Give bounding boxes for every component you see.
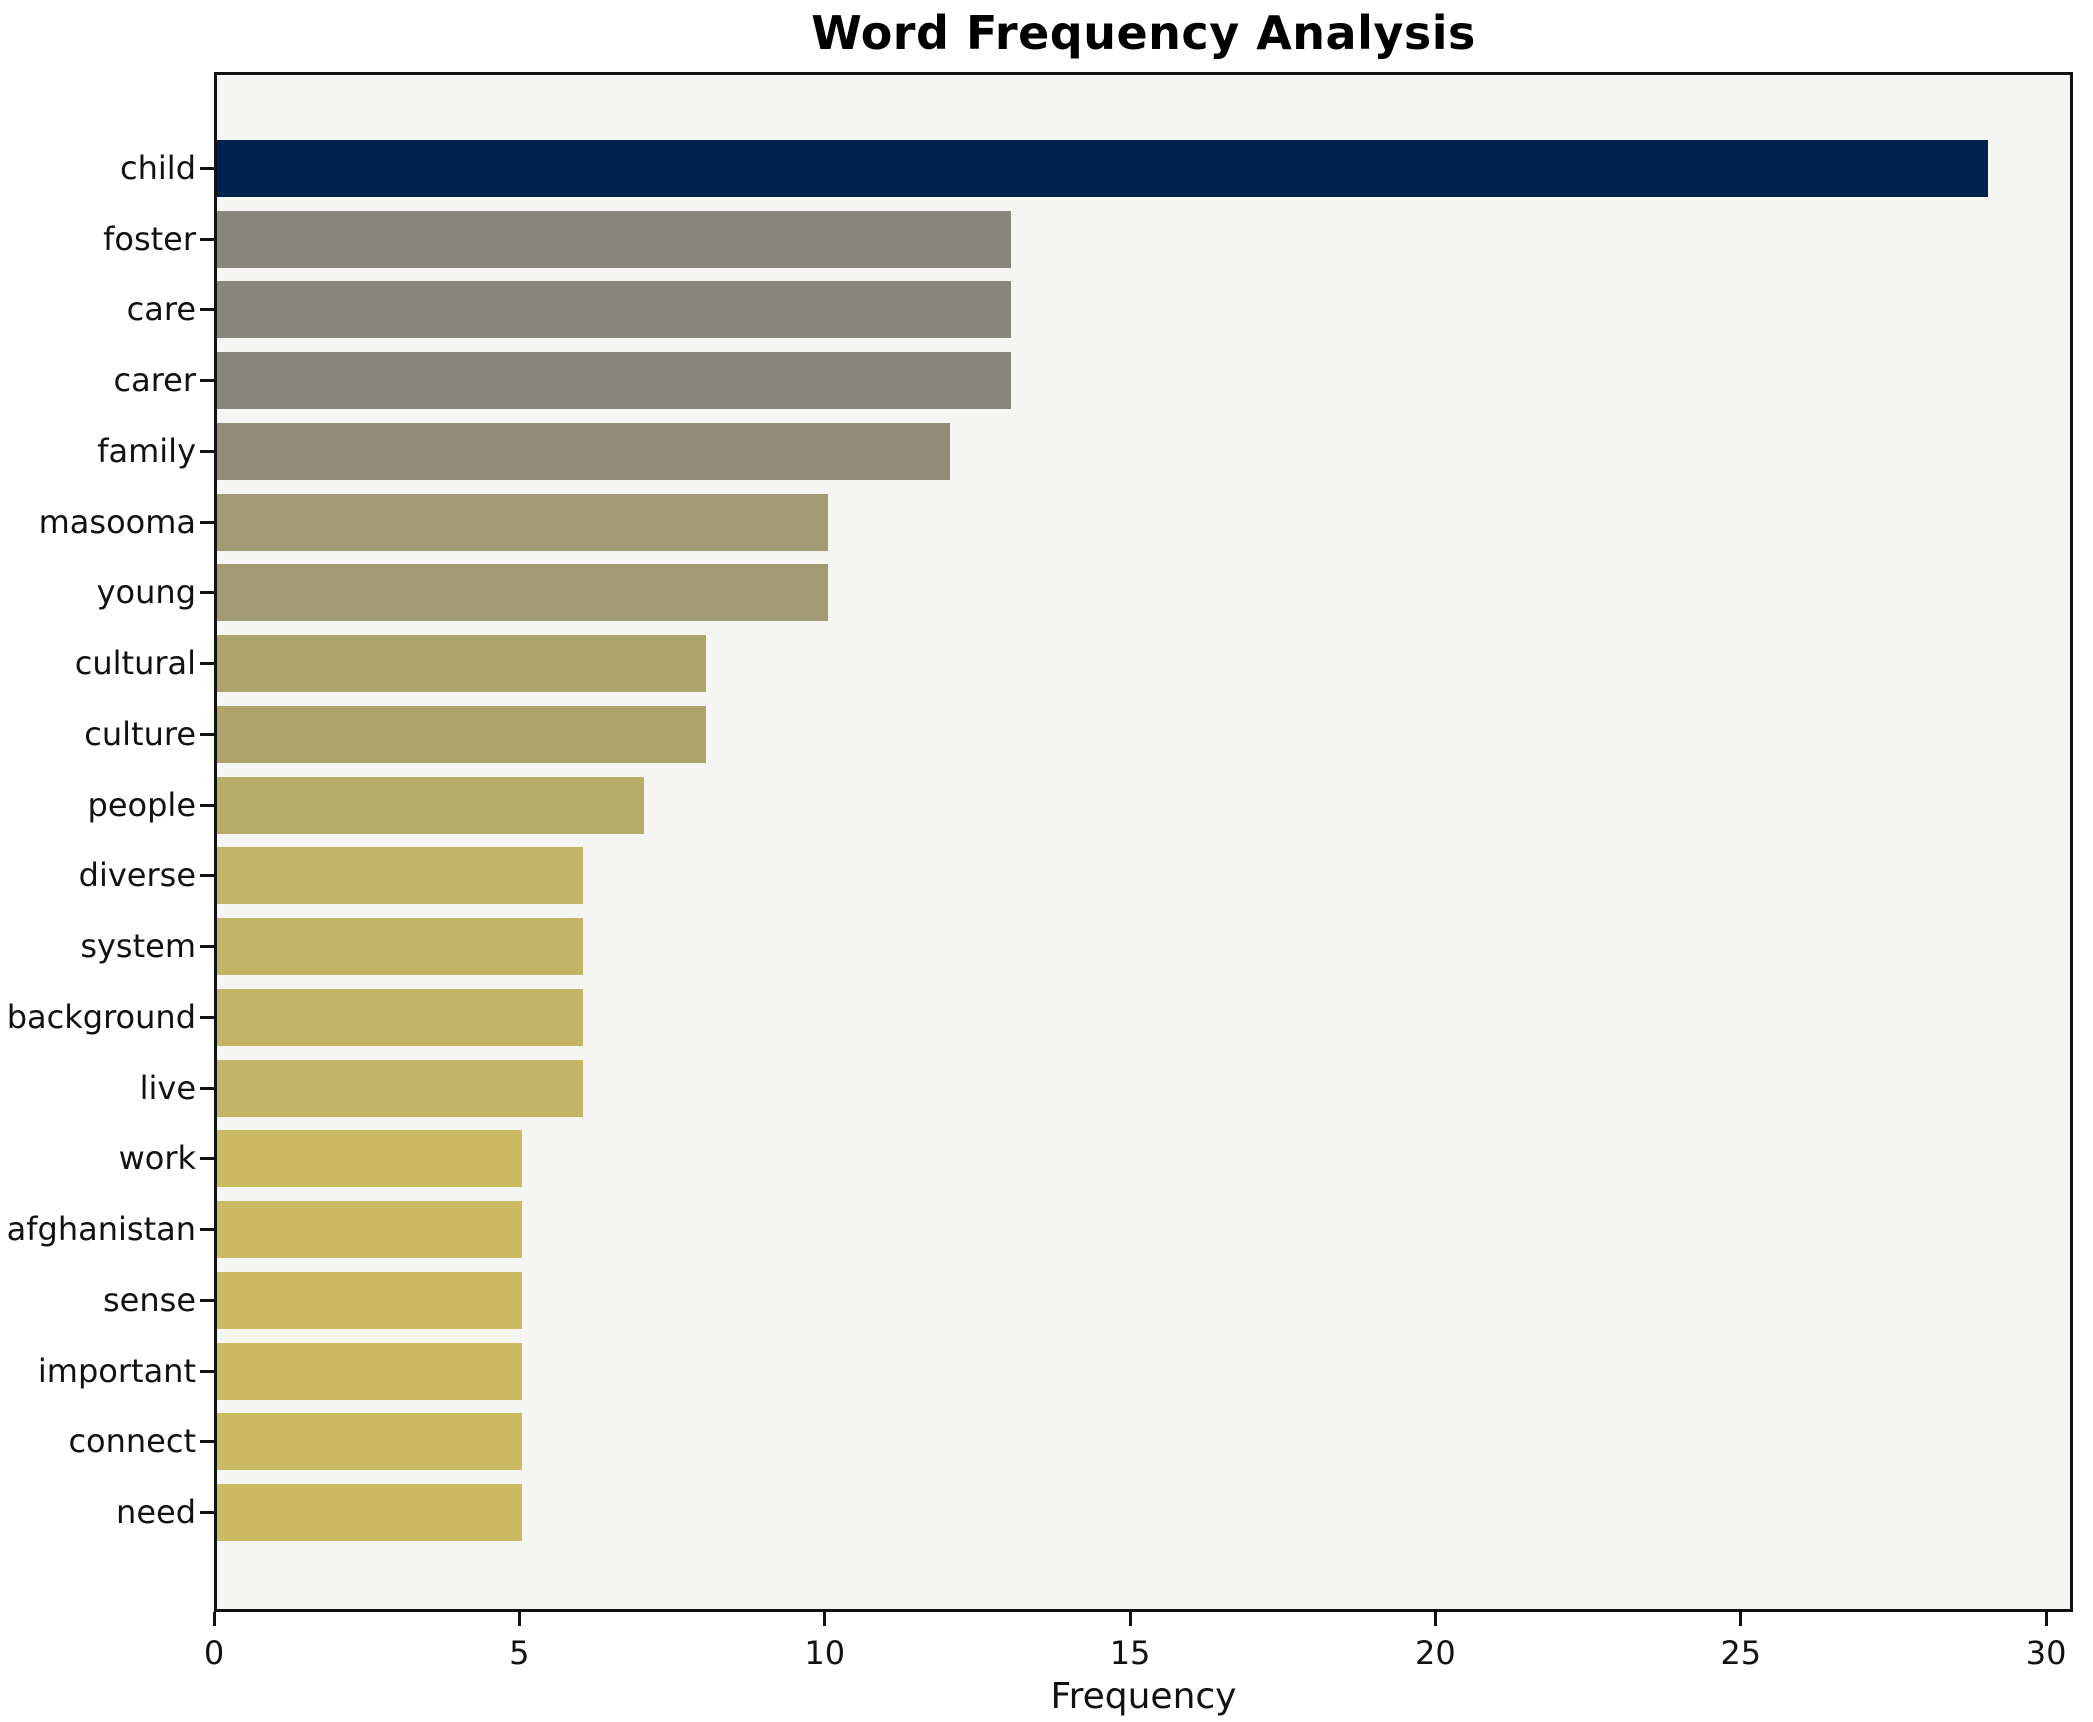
y-tick-mark <box>200 803 214 807</box>
bar-child <box>217 140 1988 197</box>
x-tick-label-25: 25 <box>1720 1634 1762 1672</box>
bar-carer <box>217 352 1011 410</box>
x-tick-mark <box>212 1612 216 1626</box>
bar-system <box>217 918 583 976</box>
y-tick-label-family: family <box>97 431 196 470</box>
x-tick-mark <box>823 1612 827 1626</box>
y-tick-mark <box>200 237 214 241</box>
y-tick-mark <box>200 662 214 666</box>
bar-diverse <box>217 847 583 905</box>
y-tick-label-afghanistan: afghanistan <box>6 1210 196 1249</box>
y-tick-mark <box>200 308 214 312</box>
bar-masooma <box>217 493 828 551</box>
y-tick-mark <box>200 167 214 170</box>
y-tick-label-sense: sense <box>103 1280 196 1319</box>
x-axis-title: Frequency <box>1050 1676 1237 1717</box>
x-tick-mark <box>517 1612 521 1626</box>
y-tick-mark <box>200 1369 214 1373</box>
y-tick-label-work: work <box>118 1139 196 1178</box>
y-tick-mark <box>200 1228 214 1232</box>
bar-work <box>217 1130 522 1188</box>
bar-foster <box>217 210 1011 268</box>
x-tick-mark <box>2044 1612 2048 1626</box>
y-tick-label-connect: connect <box>68 1422 196 1461</box>
y-tick-label-diverse: diverse <box>78 856 196 895</box>
bar-afghanistan <box>217 1201 522 1259</box>
bar-background <box>217 988 583 1046</box>
chart-title: Word Frequency Analysis <box>811 6 1476 60</box>
bar-sense <box>217 1271 522 1329</box>
x-tick-label-20: 20 <box>1415 1634 1456 1672</box>
y-tick-label-young: young <box>96 573 196 612</box>
bar-care <box>217 281 1011 339</box>
y-tick-label-masooma: masooma <box>38 502 196 541</box>
y-tick-mark <box>200 1440 214 1444</box>
y-tick-mark <box>200 945 214 949</box>
bar-people <box>217 776 644 834</box>
bar-important <box>217 1342 522 1400</box>
y-tick-mark <box>200 591 214 595</box>
y-tick-label-system: system <box>80 927 196 966</box>
plot-area <box>214 72 2073 1612</box>
y-tick-label-foster: foster <box>103 219 196 258</box>
bar-culture <box>217 705 706 763</box>
y-tick-mark <box>200 379 214 383</box>
y-tick-label-people: people <box>87 785 196 824</box>
y-tick-mark <box>200 1086 214 1090</box>
x-tick-mark <box>1128 1612 1132 1626</box>
y-tick-mark <box>200 732 214 736</box>
y-tick-label-child: child <box>120 149 196 187</box>
y-tick-label-important: important <box>37 1351 196 1390</box>
x-tick-label-5: 5 <box>509 1634 530 1672</box>
x-tick-mark <box>1739 1612 1743 1626</box>
bar-live <box>217 1059 583 1117</box>
x-tick-mark <box>1433 1612 1437 1626</box>
y-tick-label-carer: carer <box>113 361 197 400</box>
bar-cultural <box>217 635 706 693</box>
y-tick-label-need: need <box>116 1493 196 1532</box>
bar-family <box>217 422 950 480</box>
y-tick-mark <box>200 520 214 524</box>
y-tick-label-background: background <box>6 997 196 1036</box>
x-tick-label-0: 0 <box>203 1634 225 1672</box>
bar-young <box>217 564 828 622</box>
y-tick-mark <box>200 449 214 453</box>
y-tick-label-care: care <box>126 290 196 329</box>
y-tick-mark <box>200 1015 214 1019</box>
y-tick-mark <box>200 1298 214 1302</box>
y-tick-mark <box>200 1511 214 1515</box>
x-tick-label-30: 30 <box>2025 1634 2067 1672</box>
x-tick-label-15: 15 <box>1109 1634 1151 1672</box>
bar-connect <box>217 1413 522 1471</box>
y-tick-mark <box>200 1157 214 1161</box>
x-tick-label-10: 10 <box>804 1634 846 1672</box>
bar-need <box>217 1484 522 1542</box>
y-tick-label-culture: culture <box>84 714 196 753</box>
y-tick-label-live: live <box>139 1068 196 1107</box>
y-tick-label-cultural: cultural <box>74 644 196 683</box>
y-tick-mark <box>200 874 214 878</box>
